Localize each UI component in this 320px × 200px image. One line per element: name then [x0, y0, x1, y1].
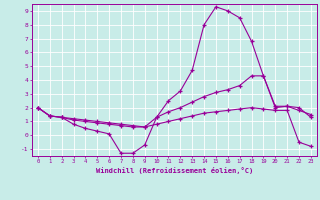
X-axis label: Windchill (Refroidissement éolien,°C): Windchill (Refroidissement éolien,°C)	[96, 167, 253, 174]
